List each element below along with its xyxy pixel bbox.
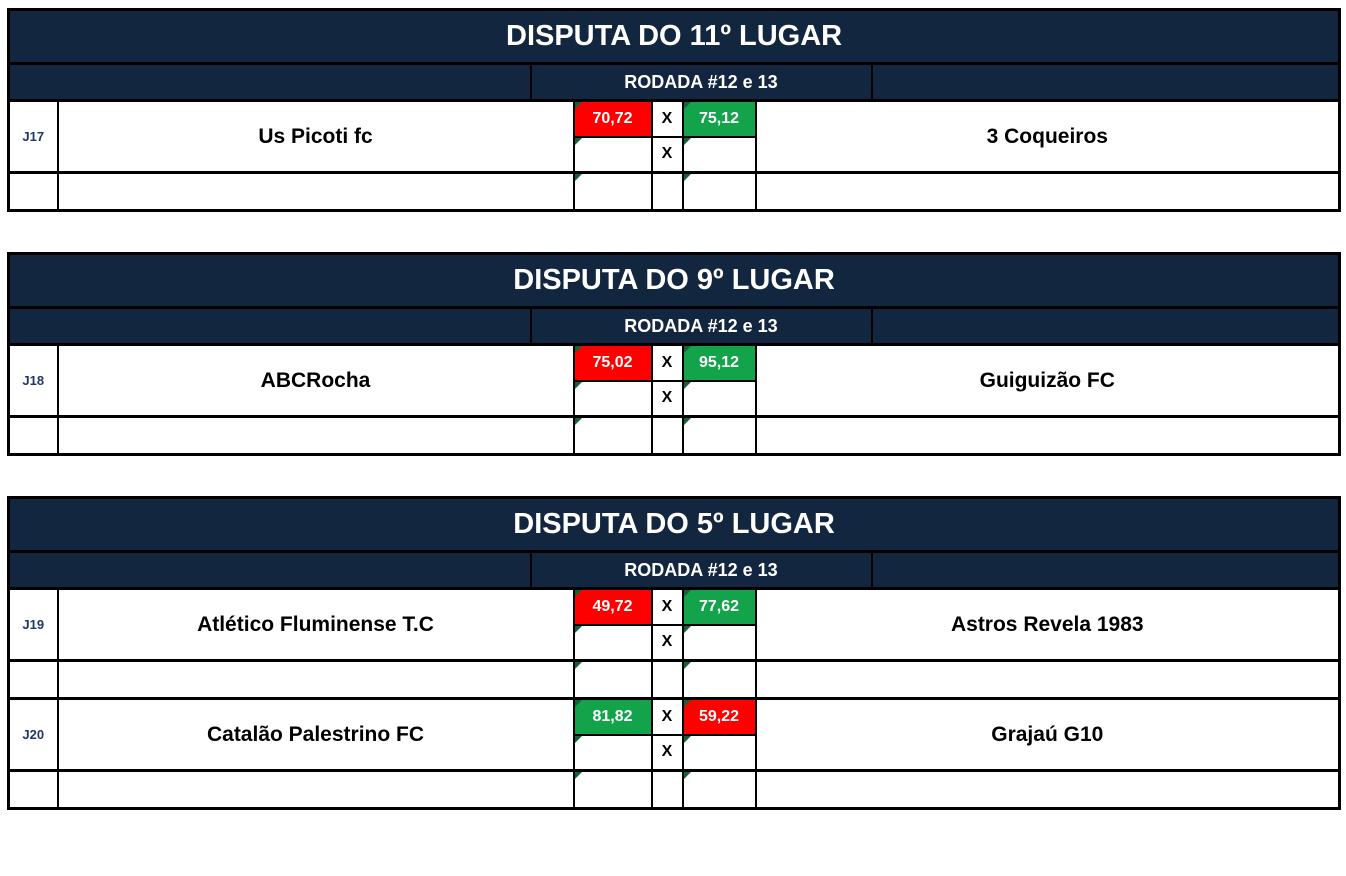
empty-cell: [7, 415, 59, 456]
away-team-name: Grajaú G10: [754, 697, 1341, 772]
subheader-right-spacer: [870, 550, 1341, 590]
title-row: DISPUTA DO 5º LUGAR: [7, 496, 1341, 553]
round-header-row: RODADA #12 e 13: [7, 62, 1341, 102]
away-team-name: 3 Coqueiros: [754, 99, 1341, 174]
home-score-leg2: [572, 733, 653, 772]
match-row-leg1: J19 Atlético Fluminense T.C 49,72 X 77,6…: [7, 587, 1341, 662]
table-title: DISPUTA DO 11º LUGAR: [7, 8, 1341, 65]
home-score-leg1: 75,02: [572, 343, 653, 382]
round-label: RODADA #12 e 13: [529, 306, 873, 346]
home-team-name: ABCRocha: [56, 343, 575, 418]
bracket-table-5th-place: DISPUTA DO 5º LUGAR RODADA #12 e 13 J19 …: [7, 496, 1342, 810]
empty-cell: [650, 769, 684, 810]
empty-score-cell: [572, 659, 653, 700]
home-score-leg1: 70,72: [572, 99, 653, 138]
empty-score-cell: [681, 769, 757, 810]
away-score-leg2: [681, 135, 757, 174]
round-label: RODADA #12 e 13: [529, 550, 873, 590]
empty-score-cell: [572, 415, 653, 456]
away-score-leg2: [681, 623, 757, 662]
match-row-leg1: J18 ABCRocha 75,02 X 95,12 Guiguizão FC: [7, 343, 1341, 418]
home-score-leg2: [572, 135, 653, 174]
home-score-leg1: 81,82: [572, 697, 653, 736]
away-score-leg2: [681, 379, 757, 418]
empty-cell: [56, 415, 575, 456]
table-title: DISPUTA DO 5º LUGAR: [7, 496, 1341, 553]
match-row-leg1: J17 Us Picoti fc 70,72 X 75,12 3 Coqueir…: [7, 99, 1341, 174]
empty-cell: [56, 171, 575, 212]
versus-separator-leg1: X: [650, 99, 684, 138]
title-row: DISPUTA DO 9º LUGAR: [7, 252, 1341, 309]
empty-score-cell: [572, 171, 653, 212]
empty-score-cell: [681, 171, 757, 212]
away-score-leg1: 59,22: [681, 697, 757, 736]
empty-cell: [7, 659, 59, 700]
table-title: DISPUTA DO 9º LUGAR: [7, 252, 1341, 309]
versus-separator-leg1: X: [650, 587, 684, 626]
match-row-leg2: X: [9, 623, 1340, 662]
spacer-row: [7, 769, 1341, 810]
match-id: J19: [7, 587, 59, 662]
subheader-left-spacer: [7, 550, 532, 590]
match-row-leg2: X: [9, 379, 1340, 418]
away-score-leg1: 75,12: [681, 99, 757, 138]
home-score-leg2: [572, 623, 653, 662]
empty-cell: [754, 659, 1341, 700]
spacer-row: [7, 171, 1341, 212]
empty-cell: [754, 769, 1341, 810]
empty-score-cell: [681, 659, 757, 700]
home-score-leg2: [572, 379, 653, 418]
empty-cell: [56, 659, 575, 700]
versus-separator-leg1: X: [650, 343, 684, 382]
empty-score-cell: [572, 769, 653, 810]
empty-cell: [650, 415, 684, 456]
subheader-left-spacer: [7, 306, 532, 346]
empty-cell: [754, 415, 1341, 456]
bracket-table-11th-place: DISPUTA DO 11º LUGAR RODADA #12 e 13 J17…: [7, 8, 1342, 212]
versus-separator-leg2: X: [650, 379, 684, 418]
match-row-leg2: X: [9, 135, 1340, 174]
away-score-leg1: 95,12: [681, 343, 757, 382]
bracket-table-9th-place: DISPUTA DO 9º LUGAR RODADA #12 e 13 J18 …: [7, 252, 1342, 456]
empty-cell: [754, 171, 1341, 212]
versus-separator-leg2: X: [650, 733, 684, 772]
home-team-name: Us Picoti fc: [56, 99, 575, 174]
versus-separator-leg1: X: [650, 697, 684, 736]
match-id: J17: [7, 99, 59, 174]
subheader-right-spacer: [870, 306, 1341, 346]
match-row-leg2: X: [9, 733, 1340, 772]
away-score-leg2: [681, 733, 757, 772]
empty-cell: [56, 769, 575, 810]
round-header-row: RODADA #12 e 13: [7, 550, 1341, 590]
empty-cell: [650, 171, 684, 212]
spacer-row: [7, 415, 1341, 456]
subheader-left-spacer: [7, 62, 532, 102]
title-row: DISPUTA DO 11º LUGAR: [7, 8, 1341, 65]
home-team-name: Catalão Palestrino FC: [56, 697, 575, 772]
spacer-row: [7, 659, 1341, 700]
home-team-name: Atlético Fluminense T.C: [56, 587, 575, 662]
away-team-name: Astros Revela 1983: [754, 587, 1341, 662]
versus-separator-leg2: X: [650, 623, 684, 662]
round-header-row: RODADA #12 e 13: [7, 306, 1341, 346]
empty-score-cell: [681, 415, 757, 456]
empty-cell: [7, 769, 59, 810]
match-id: J18: [7, 343, 59, 418]
subheader-right-spacer: [870, 62, 1341, 102]
round-label: RODADA #12 e 13: [529, 62, 873, 102]
away-team-name: Guiguizão FC: [754, 343, 1341, 418]
match-id: J20: [7, 697, 59, 772]
empty-cell: [7, 171, 59, 212]
empty-cell: [650, 659, 684, 700]
home-score-leg1: 49,72: [572, 587, 653, 626]
versus-separator-leg2: X: [650, 135, 684, 174]
away-score-leg1: 77,62: [681, 587, 757, 626]
match-row-leg1: J20 Catalão Palestrino FC 81,82 X 59,22 …: [7, 697, 1341, 772]
